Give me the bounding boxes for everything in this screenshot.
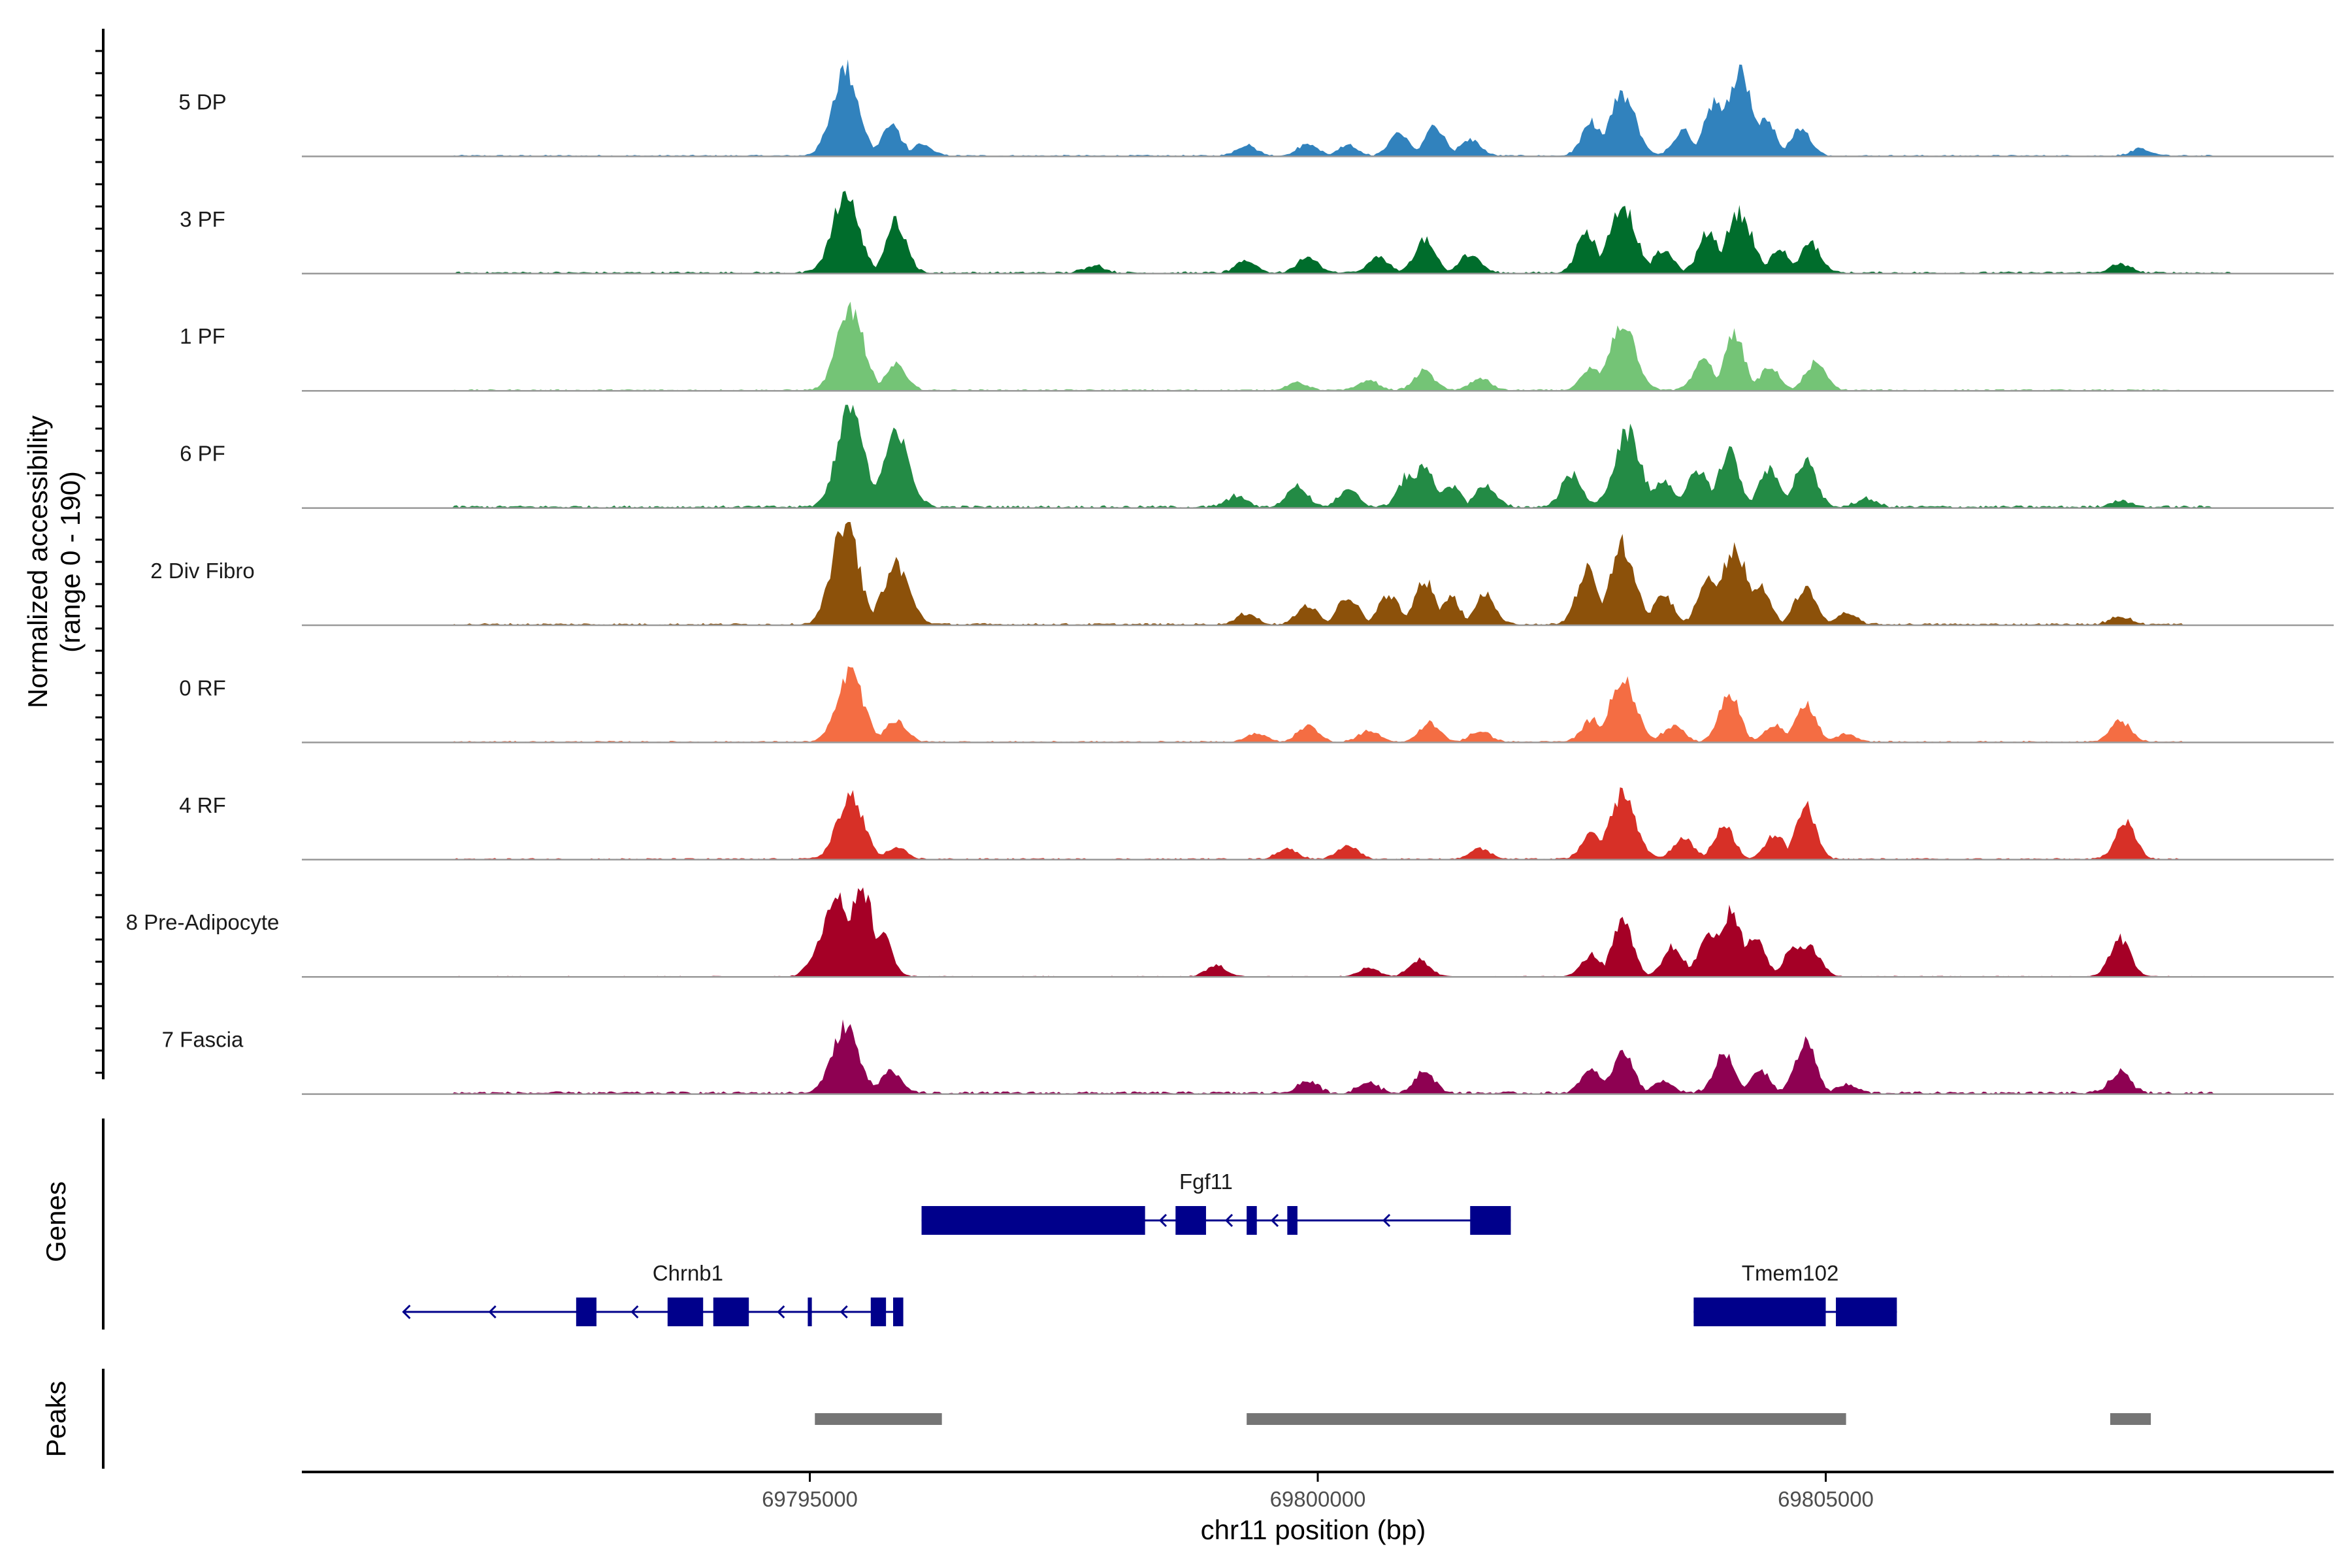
gene-exon [808,1298,812,1326]
gene-exon [667,1298,704,1326]
strand-arrow [630,1305,639,1319]
genes-panel-label: Genes [41,1181,71,1262]
peaks-panel-label: Peaks [41,1381,71,1458]
coverage-area [302,666,2334,743]
track-3-pf: 3 PF [180,191,2334,275]
track-label: 1 PF [180,324,225,348]
gene-label: Fgf11 [1179,1169,1233,1194]
coverage-area [302,1019,2334,1094]
track-2-div-fibro: 2 Div Fibro [150,522,2334,627]
coverage-area [302,191,2334,274]
track-label: 2 Div Fibro [150,559,255,583]
track-label: 0 RF [179,676,226,700]
strand-arrow [402,1304,411,1320]
coverage-area [302,787,2334,860]
track-7-fascia: 7 Fascia [162,1019,2334,1095]
peaks-panel [102,1369,2151,1469]
strand-arrow [777,1305,785,1319]
track-5-dp: 5 DP [178,59,2334,157]
gene-exon [1693,1298,1826,1326]
gene-exon [1175,1206,1206,1235]
gene-exon [921,1206,1145,1235]
strand-arrow [840,1305,848,1319]
gene-exon [1287,1206,1298,1235]
gene-exon [870,1298,887,1326]
coverage-area [302,522,2334,625]
gene-exon [713,1298,749,1326]
coverage-area [302,404,2334,508]
gene-chrnb1: Chrnb1 [402,1261,904,1326]
track-label: 6 PF [180,442,225,466]
track-6-pf: 6 PF [180,404,2334,509]
strand-arrow [1158,1213,1168,1228]
genes-panel: Fgf11 Chrnb1 Tmem102 [102,1119,1897,1330]
gene-tmem102: Tmem102 [1693,1261,1897,1326]
gene-label: Tmem102 [1742,1261,1839,1285]
track-label: 5 DP [178,90,226,114]
x-tick-label: 69800000 [1270,1487,1366,1511]
x-tick-label: 69795000 [762,1487,858,1511]
y-axis [95,29,105,1079]
track-label: 4 RF [179,793,226,817]
strand-arrow [1270,1213,1279,1228]
track-4-rf: 4 RF [179,787,2334,861]
track-label: 8 Pre-Adipocyte [126,910,280,934]
track-label: 7 Fascia [162,1028,244,1052]
track-8-pre-adipocyte: 8 Pre-Adipocyte [126,887,2334,978]
x-tick-label: 69805000 [1778,1487,1874,1511]
strand-arrow [1382,1213,1391,1228]
gene-exon [1470,1206,1511,1235]
gene-label: Chrnb1 [653,1261,723,1285]
gene-fgf11: Fgf11 [921,1169,1511,1235]
y-axis-label-line1: Normalized accessibility [22,416,53,708]
peak-region [1247,1413,1846,1425]
gene-exon [576,1298,596,1326]
strand-arrow [488,1305,497,1319]
track-1-pf: 1 PF [180,301,2334,392]
track-label: 3 PF [180,207,225,231]
gene-exon [1247,1206,1257,1235]
coverage-area [302,301,2334,391]
coverage-area [302,887,2334,977]
strand-arrow [1224,1213,1233,1228]
peak-region [2110,1413,2151,1425]
peak-region [815,1413,942,1425]
track-0-rf: 0 RF [179,666,2334,743]
x-axis: 69795000 69800000 69805000 [302,1471,2334,1511]
gene-exon [893,1298,904,1326]
y-axis-label-line2: (range 0 - 190) [55,471,86,653]
gene-exon [1836,1298,1897,1326]
coverage-area [302,59,2334,157]
x-axis-label: chr11 position (bp) [1201,1514,1426,1545]
tracks-panel: 5 DP 3 PF 1 PF 6 PF 2 Div Fibro 0 RF 4 RF 8 Pre… [126,59,2334,1095]
